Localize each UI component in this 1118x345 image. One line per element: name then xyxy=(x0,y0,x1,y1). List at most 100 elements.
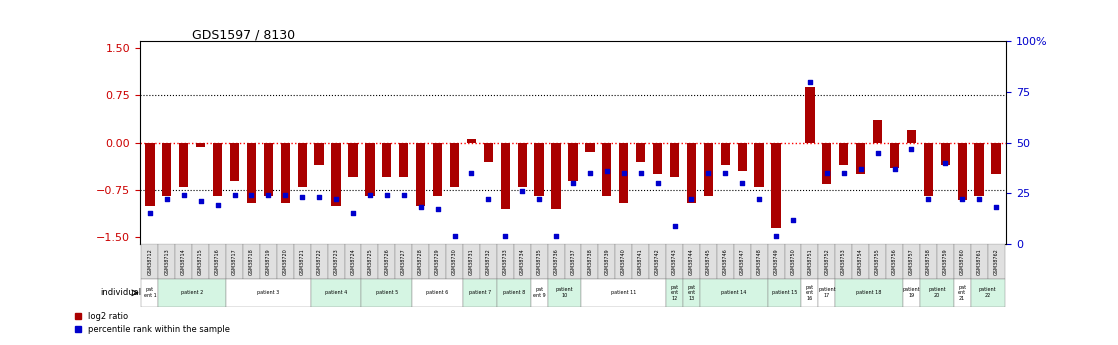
Text: GSM38721: GSM38721 xyxy=(300,248,305,275)
FancyBboxPatch shape xyxy=(328,244,344,279)
Bar xyxy=(822,142,832,184)
Point xyxy=(700,170,718,176)
Text: patient
10: patient 10 xyxy=(556,287,574,298)
Text: GSM38716: GSM38716 xyxy=(215,248,220,275)
Bar xyxy=(314,142,324,165)
Bar xyxy=(636,142,645,161)
Text: GSM38746: GSM38746 xyxy=(722,248,728,275)
Bar xyxy=(382,142,391,177)
Text: patient 7: patient 7 xyxy=(468,290,491,295)
Point xyxy=(293,195,311,200)
FancyBboxPatch shape xyxy=(920,279,954,307)
Point xyxy=(767,233,785,238)
FancyBboxPatch shape xyxy=(802,244,818,279)
FancyBboxPatch shape xyxy=(209,244,226,279)
FancyBboxPatch shape xyxy=(277,244,294,279)
Text: GSM38745: GSM38745 xyxy=(705,248,711,275)
FancyBboxPatch shape xyxy=(700,244,717,279)
FancyBboxPatch shape xyxy=(361,244,378,279)
FancyBboxPatch shape xyxy=(903,244,920,279)
FancyBboxPatch shape xyxy=(733,244,750,279)
FancyBboxPatch shape xyxy=(226,279,311,307)
FancyBboxPatch shape xyxy=(903,279,920,307)
Bar xyxy=(771,142,780,228)
Text: GSM38756: GSM38756 xyxy=(892,248,897,275)
Text: GSM38715: GSM38715 xyxy=(198,248,203,275)
Bar xyxy=(179,142,189,187)
FancyBboxPatch shape xyxy=(666,244,683,279)
Point xyxy=(530,197,548,202)
Point xyxy=(648,180,666,186)
Text: patient
22: patient 22 xyxy=(978,287,996,298)
Text: GSM38758: GSM38758 xyxy=(926,248,931,275)
Bar xyxy=(399,142,408,177)
Text: GSM38717: GSM38717 xyxy=(233,248,237,275)
Point xyxy=(411,205,429,210)
Text: GSM38733: GSM38733 xyxy=(503,248,508,275)
Text: GSM38714: GSM38714 xyxy=(181,248,187,275)
FancyBboxPatch shape xyxy=(768,244,785,279)
FancyBboxPatch shape xyxy=(446,244,463,279)
Text: pat
ent
21: pat ent 21 xyxy=(958,285,966,301)
FancyBboxPatch shape xyxy=(413,244,429,279)
Text: GSM38753: GSM38753 xyxy=(841,248,846,275)
Text: GSM38757: GSM38757 xyxy=(909,248,913,275)
FancyBboxPatch shape xyxy=(920,244,937,279)
FancyBboxPatch shape xyxy=(531,244,548,279)
Text: pat
ent 1: pat ent 1 xyxy=(143,287,157,298)
FancyBboxPatch shape xyxy=(717,244,733,279)
Text: GSM38728: GSM38728 xyxy=(418,248,424,275)
Bar xyxy=(534,142,543,196)
FancyBboxPatch shape xyxy=(159,279,226,307)
Text: individual: individual xyxy=(101,288,142,297)
Point xyxy=(885,166,903,172)
FancyBboxPatch shape xyxy=(970,244,987,279)
Text: GSM38723: GSM38723 xyxy=(333,248,339,275)
Bar xyxy=(212,142,222,196)
Bar xyxy=(940,142,950,165)
Bar xyxy=(619,142,628,203)
FancyBboxPatch shape xyxy=(598,244,615,279)
Text: patient 2: patient 2 xyxy=(181,290,203,295)
FancyBboxPatch shape xyxy=(361,279,413,307)
FancyBboxPatch shape xyxy=(496,244,514,279)
Text: GDS1597 / 8130: GDS1597 / 8130 xyxy=(192,28,295,41)
Point xyxy=(191,198,209,204)
FancyBboxPatch shape xyxy=(514,244,531,279)
Point xyxy=(682,197,700,202)
Text: patient 6: patient 6 xyxy=(426,290,448,295)
Bar xyxy=(738,142,747,171)
FancyBboxPatch shape xyxy=(750,244,768,279)
Text: GSM38722: GSM38722 xyxy=(316,248,322,275)
Text: GSM38730: GSM38730 xyxy=(452,248,457,275)
Text: GSM38731: GSM38731 xyxy=(468,248,474,275)
Point xyxy=(733,180,751,186)
Point xyxy=(395,193,413,198)
Bar xyxy=(264,142,273,196)
FancyBboxPatch shape xyxy=(954,279,970,307)
FancyBboxPatch shape xyxy=(463,244,480,279)
Bar xyxy=(145,142,154,206)
Point xyxy=(717,170,735,176)
Text: patient
20: patient 20 xyxy=(928,287,946,298)
FancyBboxPatch shape xyxy=(243,244,259,279)
Text: GSM38747: GSM38747 xyxy=(740,248,745,275)
Text: GSM38751: GSM38751 xyxy=(807,248,813,275)
Bar xyxy=(755,142,764,187)
Bar xyxy=(568,142,578,180)
Text: pat
ent
12: pat ent 12 xyxy=(671,285,679,301)
FancyBboxPatch shape xyxy=(987,244,1004,279)
FancyBboxPatch shape xyxy=(818,279,835,307)
Text: GSM38736: GSM38736 xyxy=(553,248,559,275)
Bar xyxy=(449,142,459,187)
Point xyxy=(226,193,244,198)
Bar xyxy=(890,142,899,168)
Text: GSM38719: GSM38719 xyxy=(266,248,271,275)
FancyBboxPatch shape xyxy=(802,279,818,307)
Point xyxy=(496,233,514,238)
Bar xyxy=(433,142,443,196)
Point xyxy=(428,207,446,212)
Bar xyxy=(805,87,815,142)
FancyBboxPatch shape xyxy=(666,279,683,307)
Text: GSM38760: GSM38760 xyxy=(959,248,965,275)
